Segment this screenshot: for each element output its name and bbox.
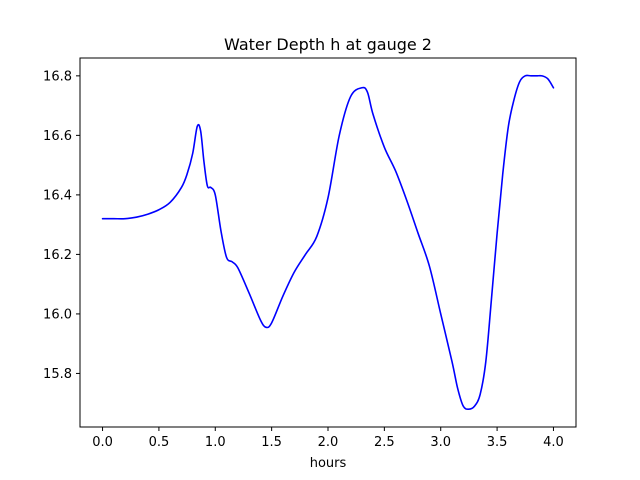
y-tick-label: 16.6 [43, 129, 72, 144]
y-tick-label: 16.4 [43, 188, 72, 203]
series-line [101, 74, 555, 410]
x-tick-label: 3.0 [430, 435, 451, 450]
x-tick-label: 1.0 [205, 435, 226, 450]
x-tick-label: 3.5 [487, 435, 508, 450]
y-tick-label: 16.0 [43, 307, 72, 322]
chart-title: Water Depth h at gauge 2 [224, 35, 432, 54]
y-tick-label: 15.8 [43, 367, 72, 382]
axes-frame [79, 57, 577, 428]
x-tick-label: 1.5 [261, 435, 282, 450]
x-tick-label: 2.5 [374, 435, 395, 450]
x-tick-label: 0.0 [92, 435, 113, 450]
x-tick-label: 2.0 [318, 435, 339, 450]
x-tick-label: 0.5 [149, 435, 170, 450]
x-axis-label: hours [310, 456, 347, 471]
y-axis: 15.8 16.0 16.2 16.4 16.6 16.8 [43, 69, 80, 382]
plot-area [101, 74, 555, 410]
x-axis: 0.0 0.5 1.0 1.5 2.0 2.5 3.0 3.5 4.0 [92, 427, 564, 450]
y-tick-label: 16.2 [43, 248, 72, 263]
y-tick-label: 16.8 [43, 69, 72, 84]
x-tick-label: 4.0 [543, 435, 564, 450]
